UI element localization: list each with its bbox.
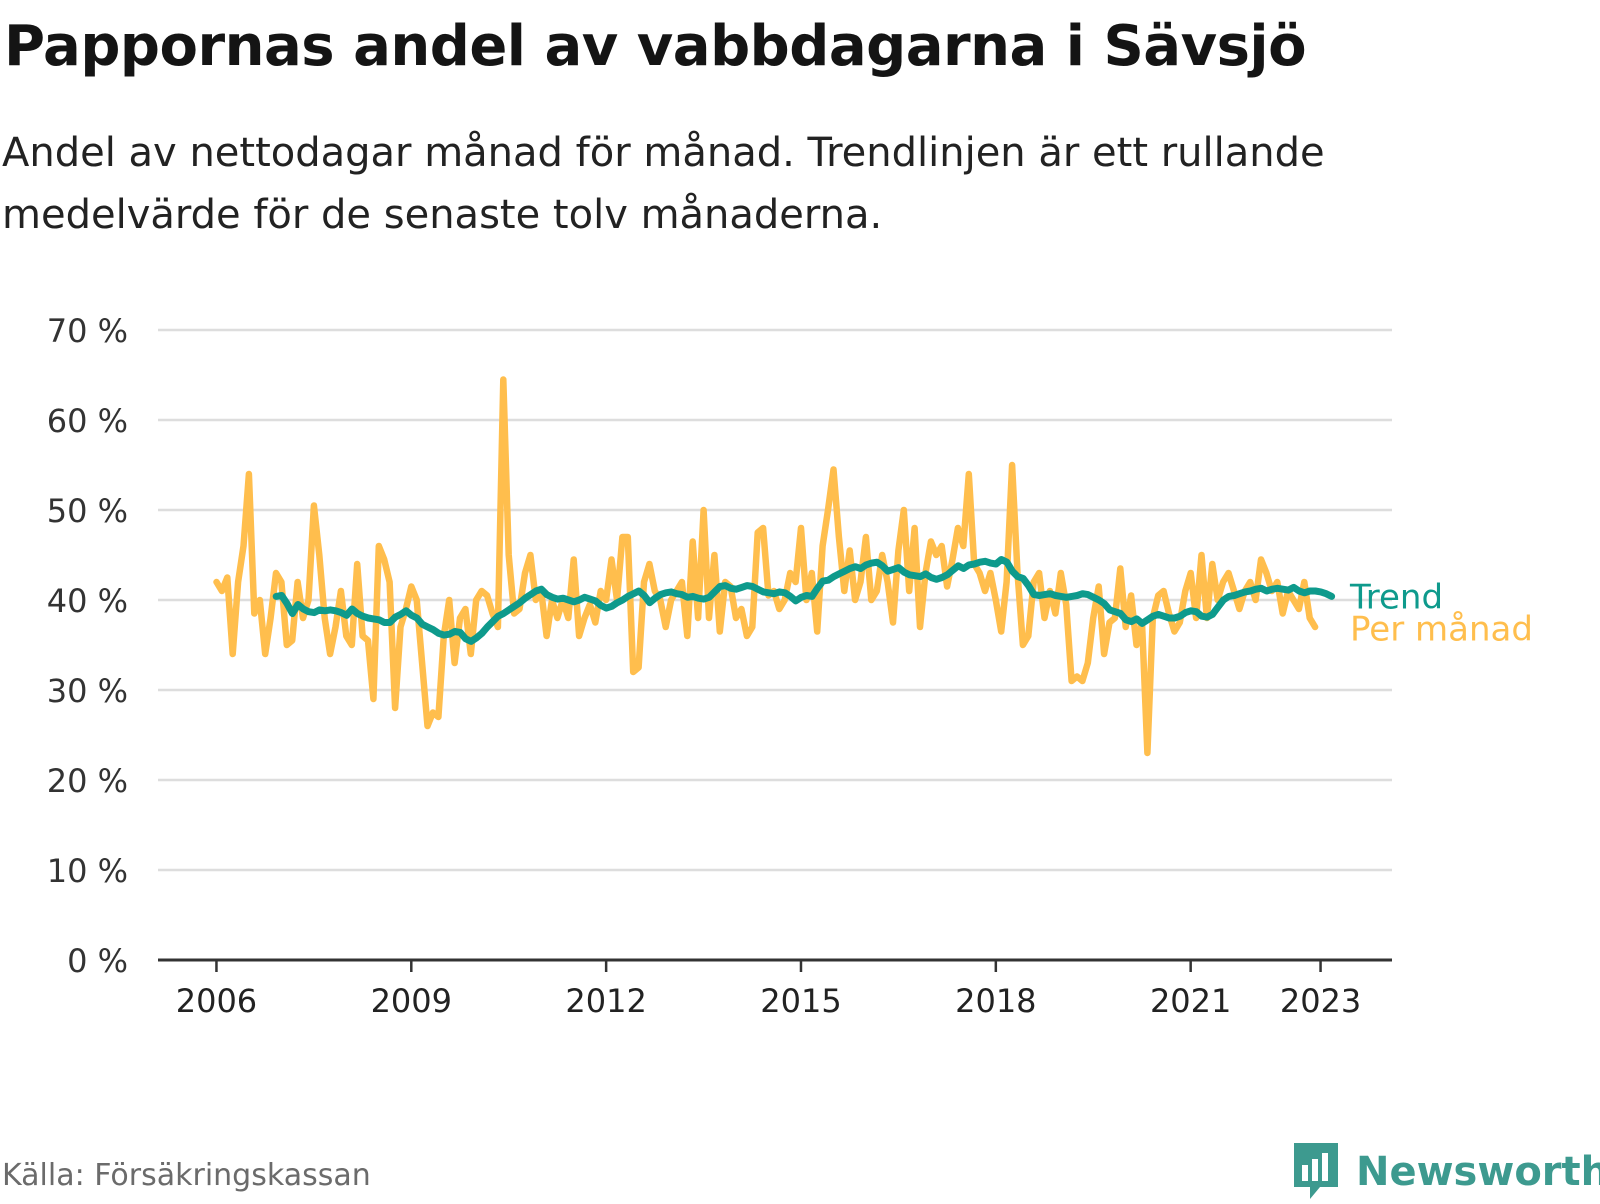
source-note: Källa: Försäkringskassan xyxy=(2,1158,371,1193)
y-tick-label: 10 % xyxy=(47,852,128,890)
x-tick-label: 2009 xyxy=(371,982,452,1020)
end-label-trend: Trend xyxy=(1349,577,1443,617)
y-tick-label: 60 % xyxy=(47,402,128,440)
y-axis-tick-labels: 0 % 10 % 20 % 30 % 40 % 50 % 60 % 70 % xyxy=(47,312,128,980)
chart-title: Pappornas andel av vabbdagarna i Sävsjö xyxy=(4,14,1307,79)
y-tick-label: 40 % xyxy=(47,582,128,620)
x-tick-label: 2023 xyxy=(1280,982,1361,1020)
x-tick-label: 2015 xyxy=(760,982,841,1020)
brand-name: Newsworthy xyxy=(1356,1149,1600,1195)
y-tick-label: 20 % xyxy=(47,762,128,800)
newsworthy-logo-icon xyxy=(1294,1143,1338,1199)
line-chart: 0 % 10 % 20 % 30 % 40 % 50 % 60 % 70 % 2006 2009… xyxy=(47,312,1533,1020)
end-label-per-manad: Per månad xyxy=(1350,609,1533,649)
chart-subtitle: Andel av nettodagar månad för månad. Tre… xyxy=(2,130,1325,238)
x-tick-label: 2021 xyxy=(1150,982,1231,1020)
x-tick-label: 2006 xyxy=(176,982,257,1020)
y-tick-label: 0 % xyxy=(67,942,128,980)
x-tick-label: 2012 xyxy=(565,982,646,1020)
y-tick-label: 70 % xyxy=(47,312,128,350)
series-line-trend xyxy=(272,556,1336,645)
x-tick-label: 2018 xyxy=(955,982,1036,1020)
series-line-per-manad xyxy=(213,376,1319,757)
x-axis: 2006 2009 2012 2015 2018 2021 2023 xyxy=(158,958,1392,1020)
y-tick-label: 30 % xyxy=(47,672,128,710)
series-lines xyxy=(213,376,1336,757)
brand-logo: Newsworthy xyxy=(1290,1140,1600,1204)
y-tick-label: 50 % xyxy=(47,492,128,530)
